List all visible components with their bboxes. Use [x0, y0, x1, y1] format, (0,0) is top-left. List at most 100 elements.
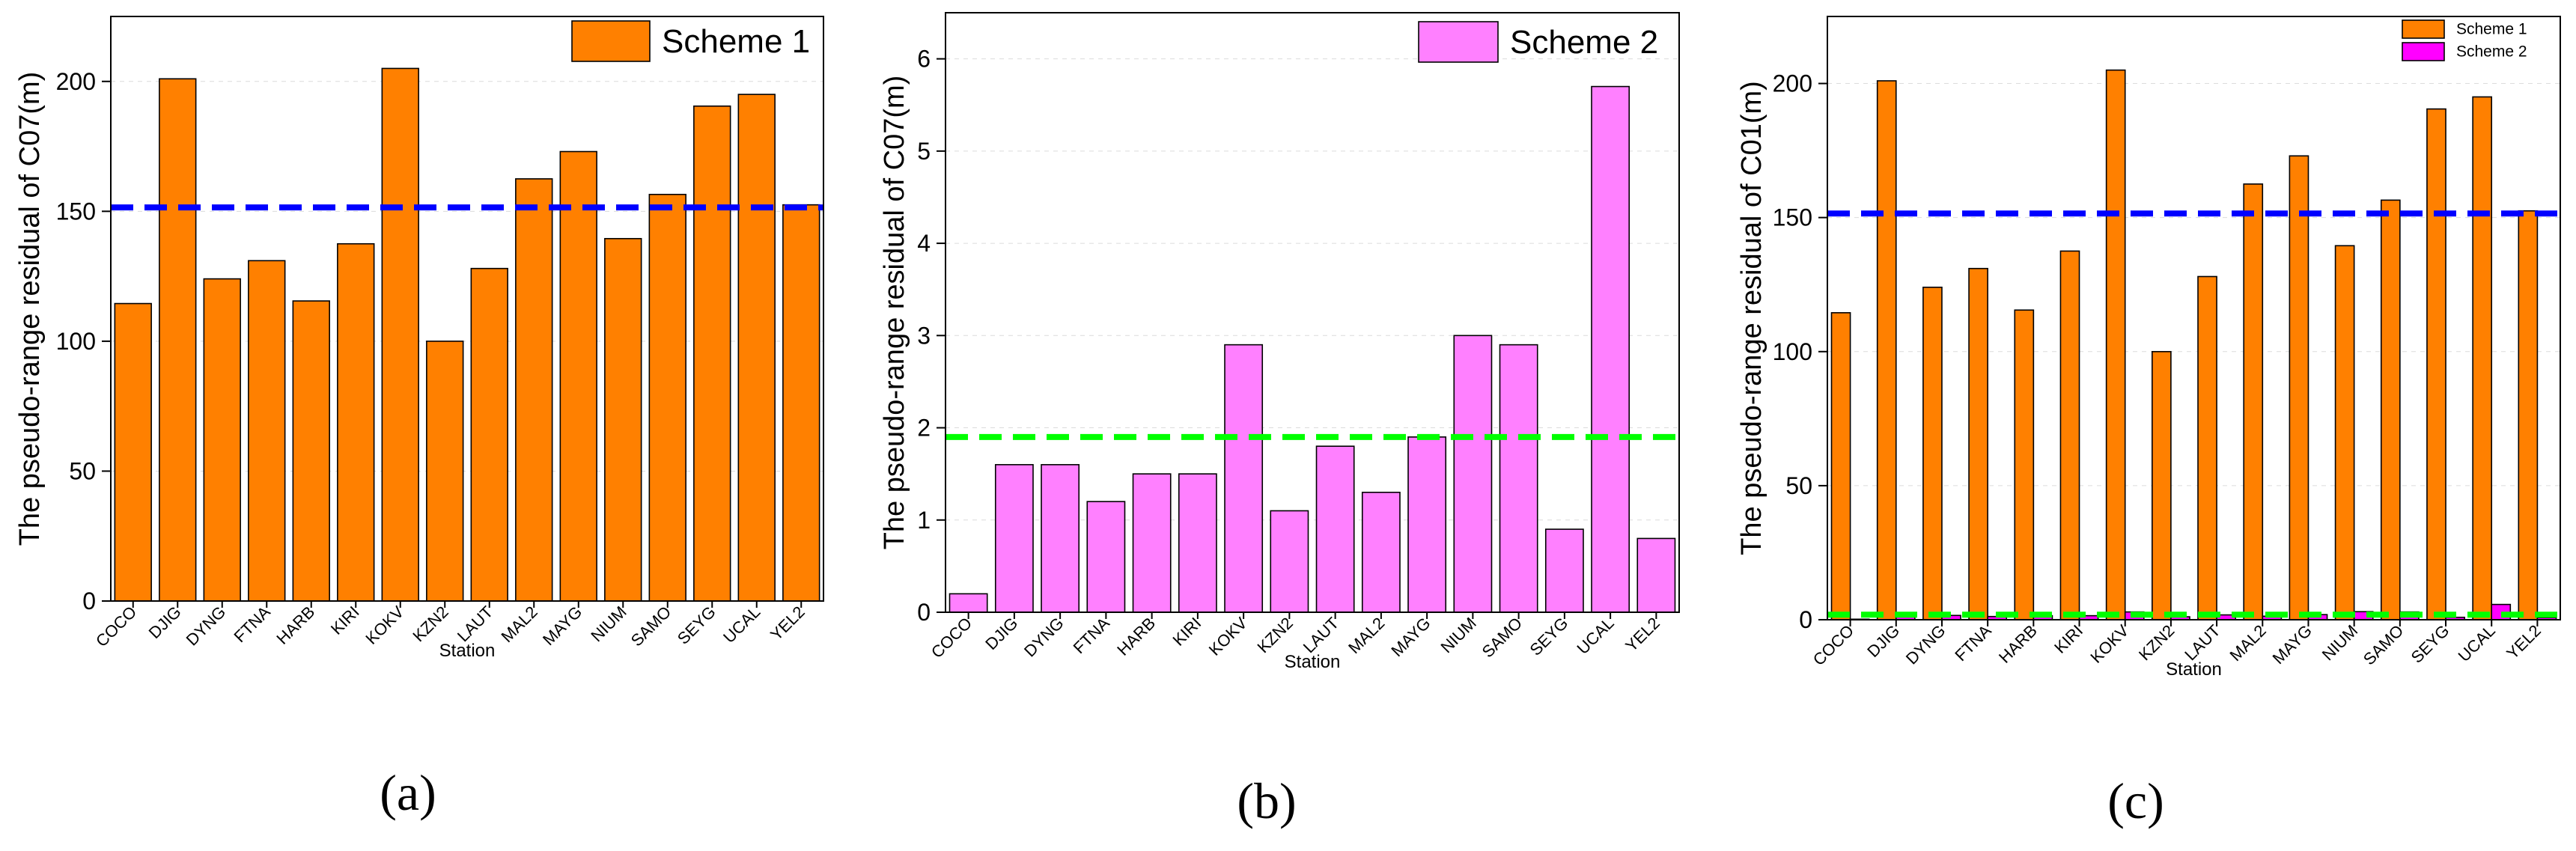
- x-tick-label: KZN2: [1253, 614, 1296, 656]
- y-axis-label: The pseudo-range residual of C07(m): [879, 76, 910, 550]
- bar: [782, 204, 820, 602]
- axes-frame: [1827, 16, 2561, 620]
- x-tick-label: DJIG: [981, 614, 1021, 653]
- legend-swatch: [2402, 42, 2445, 61]
- bar: [1361, 491, 1401, 613]
- axes-frame: [110, 16, 824, 602]
- x-tick-label: MAYG: [1387, 614, 1434, 660]
- bar: [994, 464, 1034, 613]
- x-axis-label: Station: [439, 641, 496, 661]
- bar: [559, 150, 597, 602]
- x-tick-label: KIRI: [327, 603, 363, 638]
- legend-swatch: [1418, 21, 1499, 63]
- x-tick-label: LAUT: [454, 603, 496, 645]
- bar: [1270, 510, 1309, 613]
- legend-swatch: [571, 20, 651, 62]
- x-tick-label: DYNG: [1020, 614, 1068, 661]
- bar: [470, 267, 508, 602]
- legend-label: Scheme 2: [2456, 43, 2527, 61]
- bar: [2105, 69, 2126, 620]
- y-tick-label: 3: [917, 322, 931, 349]
- bar: [2289, 155, 2309, 620]
- x-tick-label: NIUM: [587, 603, 630, 645]
- legend: Scheme 1 Scheme 2: [2402, 19, 2527, 61]
- x-tick-label: MAL2: [497, 603, 541, 646]
- y-tick-label: 200: [56, 68, 96, 95]
- bar: [2518, 210, 2539, 620]
- x-tick-label: NIUM: [2318, 621, 2361, 664]
- y-tick-label: 100: [56, 328, 96, 355]
- bar: [2472, 96, 2493, 620]
- y-tick-label: 6: [917, 46, 931, 73]
- legend: Scheme 2: [1418, 21, 1658, 63]
- bar: [1968, 267, 1988, 620]
- x-tick-label: HARB: [1995, 621, 2041, 667]
- legend-swatch: [2402, 19, 2445, 39]
- bar: [2059, 250, 2080, 620]
- legend-label: Scheme 1: [2456, 21, 2527, 38]
- x-tick-label: KIRI: [1169, 614, 1205, 650]
- bar: [2426, 108, 2446, 620]
- x-tick-label: KOKV: [362, 603, 407, 648]
- x-tick-label: KIRI: [2050, 621, 2086, 657]
- bar: [114, 302, 152, 602]
- x-tick-label: SEYG: [2408, 621, 2453, 667]
- bar: [693, 105, 731, 602]
- x-tick-label: LAUT: [1300, 614, 1342, 656]
- y-axis-label: The pseudo-range residual of C07(m): [14, 72, 46, 546]
- bar: [1041, 464, 1080, 613]
- bar: [1591, 85, 1630, 613]
- x-tick-label: COCO: [92, 603, 140, 650]
- bar: [604, 237, 642, 602]
- bar: [1453, 335, 1493, 613]
- x-tick-label: COCO: [1809, 621, 1857, 669]
- x-tick-label: FTNA: [1070, 614, 1114, 658]
- bar: [515, 178, 553, 602]
- x-tick-label: SAMO: [627, 603, 675, 650]
- bar: [1086, 501, 1126, 613]
- bar: [1407, 436, 1447, 613]
- bar: [1922, 287, 1943, 620]
- y-tick-label: 200: [1773, 70, 1812, 97]
- bar: [2380, 199, 2401, 620]
- bar: [292, 300, 330, 602]
- x-tick-label: YEL2: [767, 603, 809, 644]
- y-tick-label: 1: [917, 507, 931, 534]
- x-tick-label: YEL2: [2503, 621, 2545, 663]
- x-tick-label: UCAL: [1573, 614, 1617, 658]
- bar: [737, 94, 776, 602]
- bar: [1178, 473, 1217, 613]
- y-tick-label: 0: [917, 599, 931, 626]
- bar: [248, 260, 286, 602]
- bar: [2334, 245, 2355, 620]
- y-tick-label: 0: [82, 588, 96, 614]
- x-tick-label: KZN2: [409, 603, 451, 645]
- x-tick-label: LAUT: [2181, 621, 2223, 664]
- x-tick-label: DJIG: [145, 603, 185, 642]
- y-axis-label: The pseudo-range residual of C01(m): [1736, 81, 1767, 555]
- bar: [426, 341, 464, 602]
- legend-label: Scheme 1: [662, 23, 810, 60]
- bar: [2243, 183, 2264, 620]
- y-tick-label: 5: [917, 138, 931, 165]
- x-tick-label: SAMO: [1479, 614, 1526, 661]
- x-tick-label: KZN2: [2135, 621, 2178, 664]
- bar: [203, 278, 241, 602]
- x-tick-label: FTNA: [1951, 621, 1995, 665]
- x-tick-label: UCAL: [2455, 621, 2499, 665]
- bar: [159, 78, 197, 602]
- y-tick-label: 2: [917, 415, 931, 442]
- bar: [1544, 528, 1584, 613]
- bar: [1636, 537, 1676, 613]
- x-tick-label: SEYG: [1526, 614, 1571, 659]
- panel-label: (c): [2107, 772, 2164, 829]
- y-tick-label: 4: [917, 230, 931, 257]
- x-tick-label: MAL2: [2226, 621, 2269, 665]
- bar: [1876, 80, 1897, 620]
- bar: [1315, 445, 1355, 613]
- x-tick-label: UCAL: [719, 603, 764, 647]
